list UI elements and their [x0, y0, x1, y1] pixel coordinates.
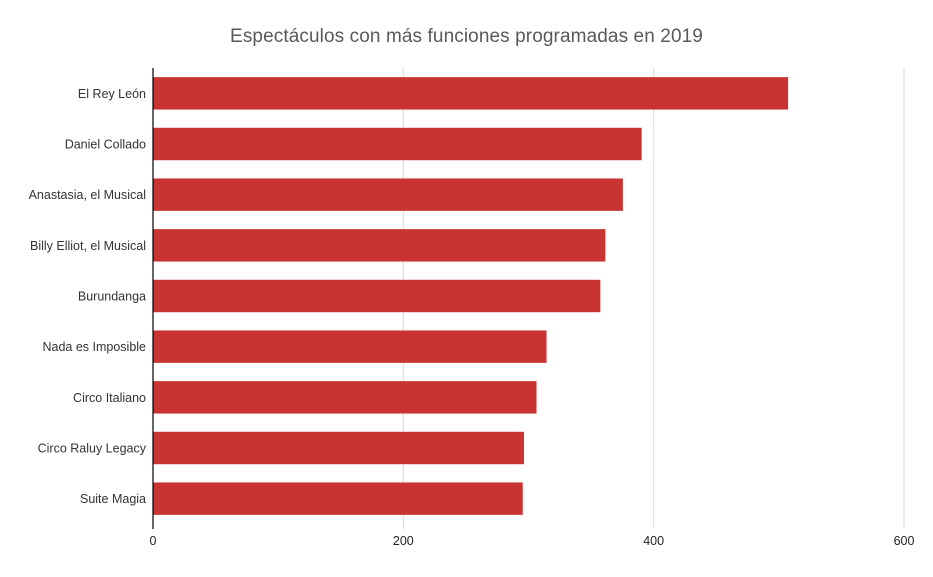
- category-labels: El Rey León Daniel Collado Anastasia, el M…: [29, 87, 147, 506]
- category-label-circo-raluy-legacy: Circo Raluy Legacy: [38, 442, 147, 456]
- bar-burundanga: [153, 279, 601, 313]
- x-tick-label-600: 600: [894, 534, 915, 548]
- bar-daniel-collado: [153, 127, 642, 161]
- bar-suite-magia: [153, 482, 523, 515]
- bar-el-rey-leon: [153, 77, 789, 110]
- bar-circo-raluy-legacy: [153, 431, 524, 465]
- category-label-el-rey-leon: El Rey León: [78, 87, 146, 101]
- category-label-nada-es-imposible: Nada es Imposible: [42, 340, 146, 354]
- x-tick-label-0: 0: [150, 534, 157, 548]
- bar-circo-italiano: [153, 381, 537, 414]
- category-label-burundanga: Burundanga: [78, 290, 146, 304]
- category-label-anastasia-el-musical: Anastasia, el Musical: [29, 188, 146, 202]
- x-tick-label-200: 200: [393, 534, 414, 548]
- bars: [153, 77, 789, 515]
- category-label-daniel-collado: Daniel Collado: [65, 138, 146, 152]
- category-label-billy-elliot-el-musical: Billy Elliot, el Musical: [30, 239, 146, 253]
- bar-anastasia-el-musical: [153, 178, 623, 211]
- tick-labels: 0 200 400 600: [150, 524, 915, 548]
- category-label-suite-magia: Suite Magia: [80, 492, 146, 506]
- bar-nada-es-imposible: [153, 330, 547, 363]
- chart-title: Espectáculos con más funciones programad…: [230, 26, 703, 47]
- x-tick-label-400: 400: [643, 534, 664, 548]
- bar-billy-elliot-el-musical: [153, 229, 606, 262]
- category-label-circo-italiano: Circo Italiano: [73, 391, 146, 405]
